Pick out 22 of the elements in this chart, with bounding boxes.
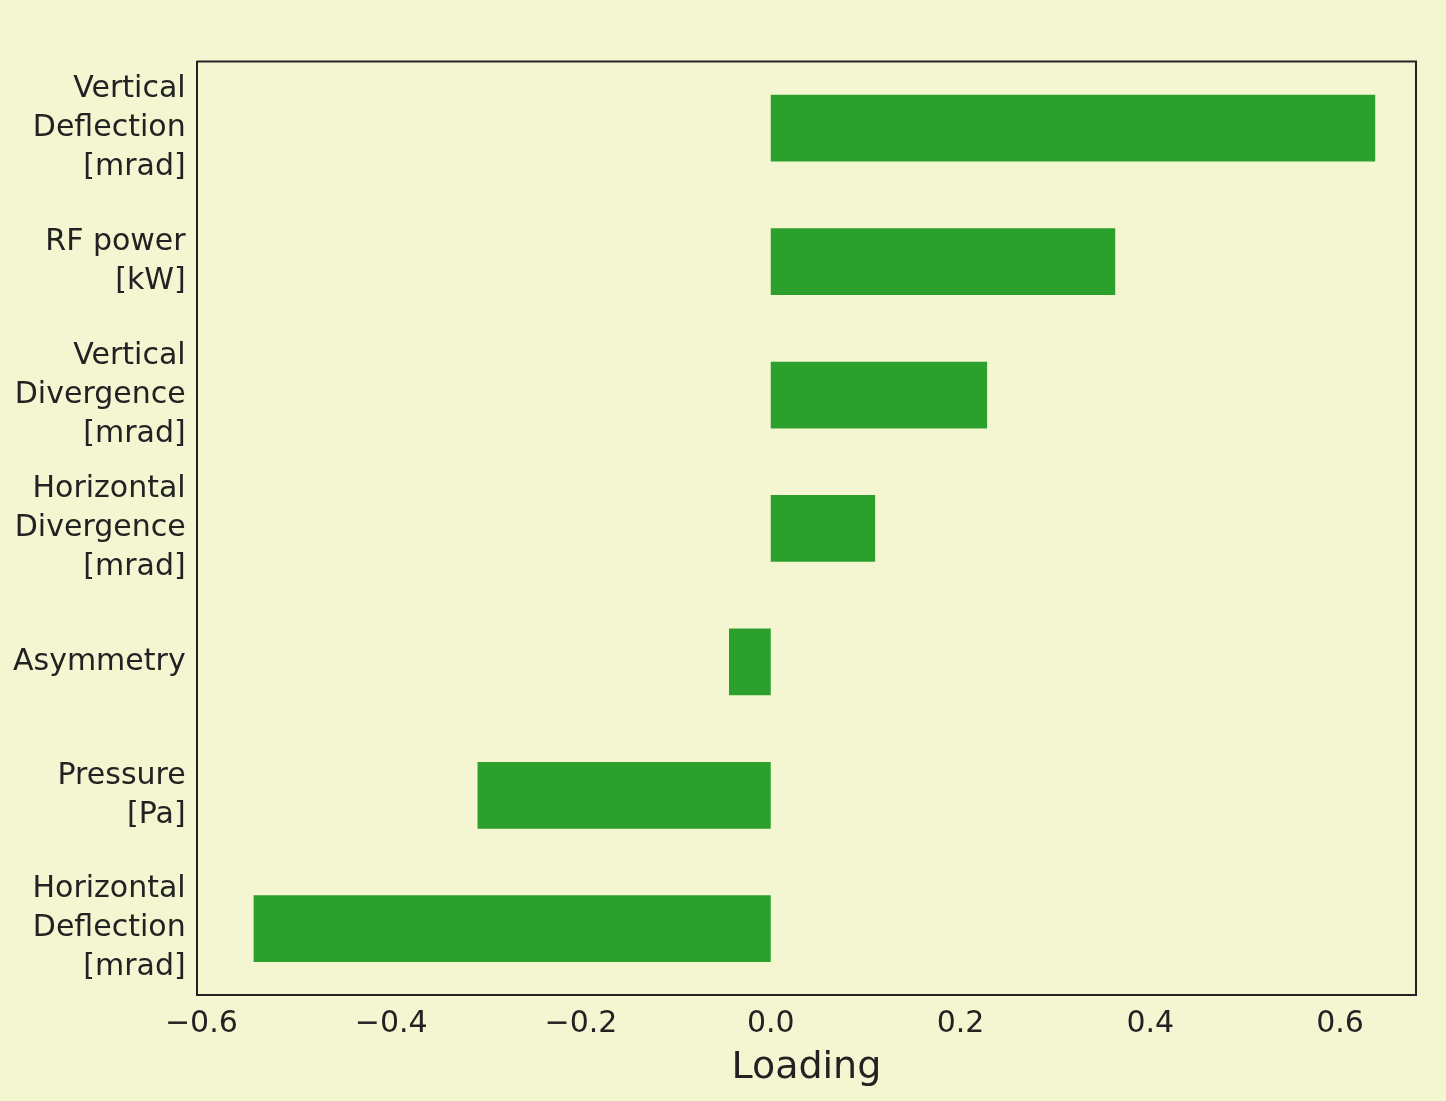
x-tick-label: −0.4 xyxy=(354,1004,428,1040)
bar xyxy=(770,495,876,562)
y-tick-label: Horizontal Divergence [mrad] xyxy=(14,469,186,583)
bar xyxy=(729,628,771,696)
x-axis-title: Loading xyxy=(731,1043,882,1088)
bar xyxy=(770,361,988,429)
bar xyxy=(770,228,1116,295)
bar xyxy=(770,94,1376,162)
x-tick-label: 0.6 xyxy=(1316,1004,1364,1040)
y-tick-label: RF power [kW] xyxy=(45,221,187,296)
y-tick-label: Horizontal Deflection [mrad] xyxy=(32,869,186,983)
x-tick-label: −0.2 xyxy=(544,1004,618,1040)
bar xyxy=(253,895,771,963)
y-tick-label: Vertical Divergence [mrad] xyxy=(14,335,186,449)
x-tick-label: −0.6 xyxy=(164,1004,238,1040)
x-tick-label: 0.4 xyxy=(1126,1004,1175,1040)
y-tick-label: Asymmetry xyxy=(12,641,186,677)
x-tick-label: 0.0 xyxy=(746,1004,795,1040)
y-tick-label: Pressure [Pa] xyxy=(57,755,186,830)
x-tick-label: 0.2 xyxy=(936,1004,985,1040)
y-tick-label: Vertical Deflection [mrad] xyxy=(32,69,186,182)
bar xyxy=(477,761,771,829)
